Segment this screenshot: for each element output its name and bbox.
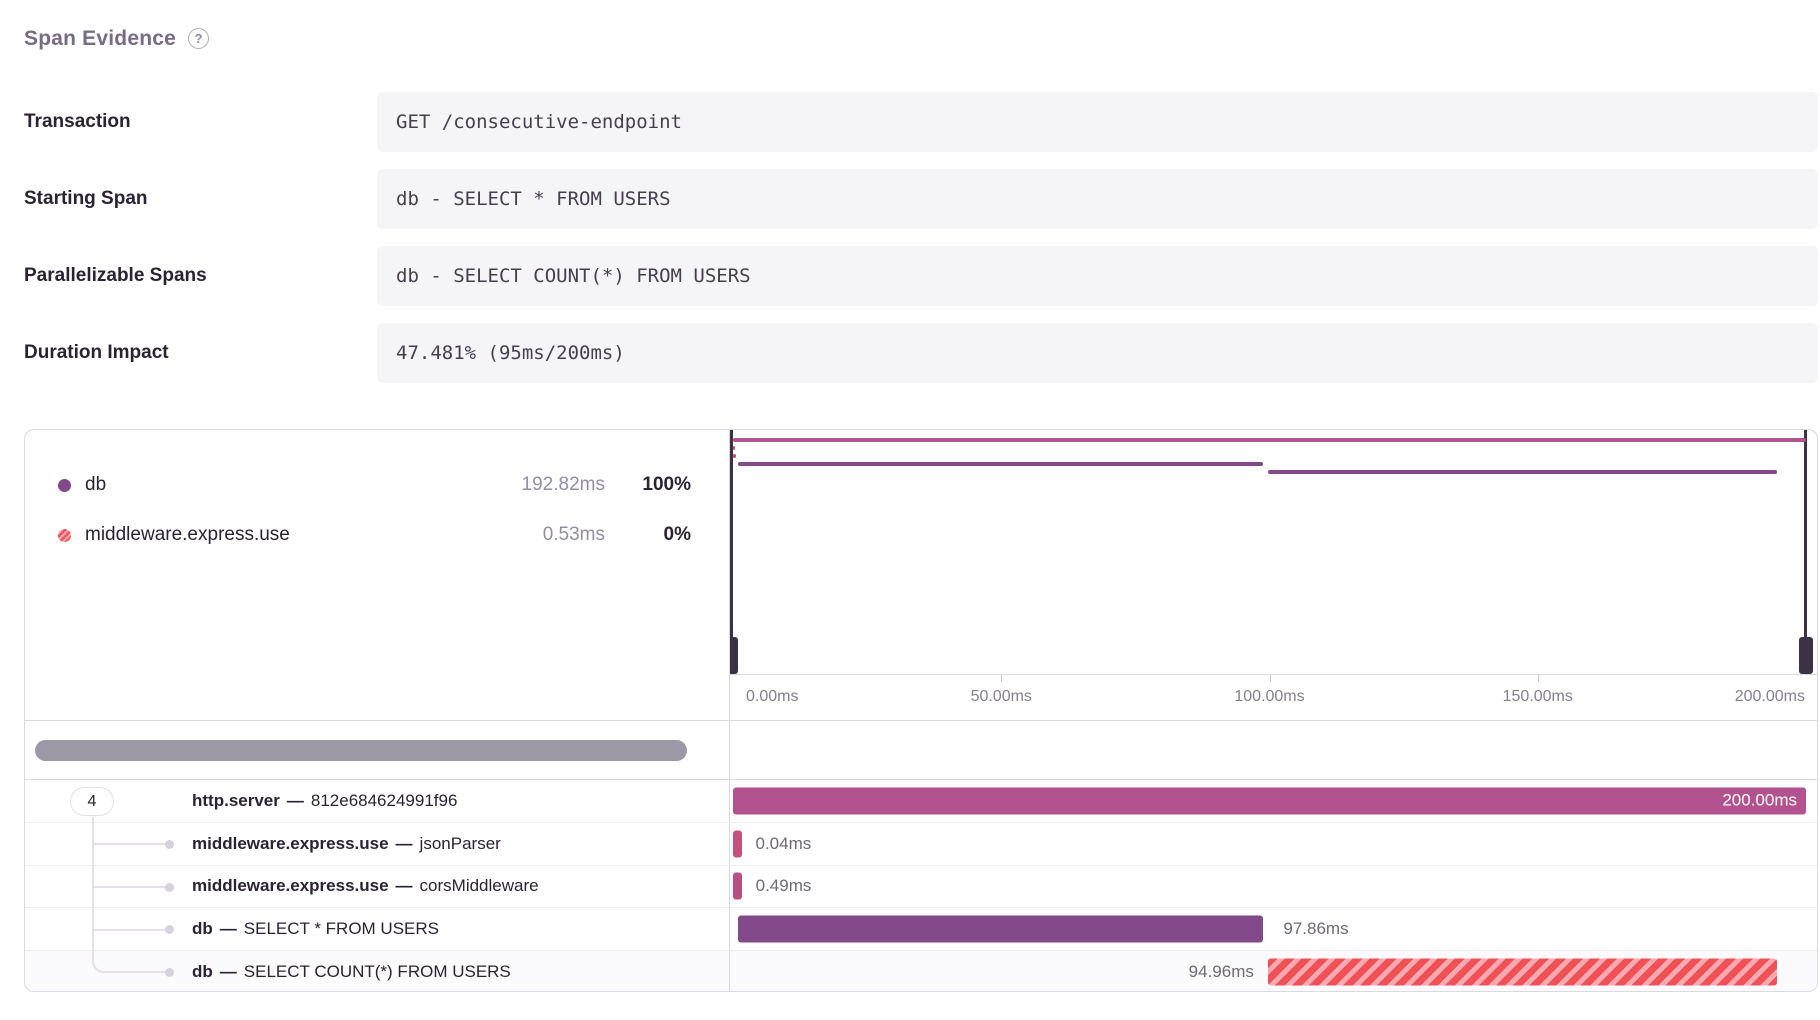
legend-duration: 192.82ms xyxy=(521,474,605,495)
span-label: middleware.express.use — jsonParser xyxy=(25,823,729,865)
span-row-corsmiddleware[interactable]: middleware.express.use — corsMiddleware 0.… xyxy=(25,864,1817,908)
axis-tick-mark xyxy=(1001,675,1003,682)
field-label: Transaction xyxy=(24,111,131,132)
span-description: corsMiddleware xyxy=(419,876,539,896)
span-evidence-page: Span Evidence ? Transaction GET /consecu… xyxy=(24,0,1818,992)
panel-top: db 192.82ms 100% middleware.express.use … xyxy=(25,430,1817,720)
field-row-transaction: Transaction GET /consecutive-endpoint xyxy=(24,92,1818,152)
minimap-span-bar xyxy=(733,454,736,458)
span-bar-cell: 94.96ms xyxy=(729,951,1817,991)
span-duration-bar-striped[interactable] xyxy=(1267,958,1778,986)
span-description: SELECT COUNT(*) FROM USERS xyxy=(243,962,511,982)
span-duration-bar[interactable] xyxy=(738,915,1264,943)
axis-tick-mark xyxy=(1269,675,1271,682)
minimap-span-bar xyxy=(1267,470,1778,474)
axis-tick-label: 150.00ms xyxy=(1502,688,1573,705)
minimap-left-handle-line xyxy=(730,430,733,674)
field-row-parallelizable-spans: Parallelizable Spans db - SELECT COUNT(*… xyxy=(24,246,1818,306)
scrollbar-track xyxy=(25,721,729,779)
legend-percent: 100% xyxy=(642,474,691,495)
minimap-left-drag-handle[interactable] xyxy=(730,637,738,674)
chart-top: 0.00ms 50.00ms 100.00ms 150.00ms 200.00ms xyxy=(729,430,1817,720)
span-duration-label: 94.96ms xyxy=(1188,962,1254,982)
span-duration-bar[interactable] xyxy=(733,830,742,858)
axis-tick-label: 100.00ms xyxy=(1234,688,1305,705)
field-row-duration-impact: Duration Impact 47.481% (95ms/200ms) xyxy=(24,323,1818,383)
span-label: http.server — 812e684624991f96 xyxy=(25,780,729,822)
help-question-icon[interactable]: ? xyxy=(188,28,209,49)
span-duration-label: 0.04ms xyxy=(755,833,812,853)
legend-percent: 0% xyxy=(663,524,691,545)
page-title: Span Evidence xyxy=(24,26,176,50)
legend-row-middleware: middleware.express.use 0.53ms 0% xyxy=(25,510,729,560)
field-row-starting-span: Starting Span db - SELECT * FROM USERS xyxy=(24,169,1818,229)
span-row-db-count[interactable]: db — SELECT COUNT(*) FROM USERS 94.96ms xyxy=(25,950,1817,991)
span-duration-bar[interactable]: 200.00ms xyxy=(733,787,1806,815)
axis-tick-label: 0.00ms xyxy=(746,688,799,705)
ops-legend: db 192.82ms 100% middleware.express.use … xyxy=(25,430,729,720)
legend-row-db: db 192.82ms 100% xyxy=(25,460,729,510)
axis-tick-label: 200.00ms xyxy=(1734,688,1805,705)
span-op: http.server xyxy=(192,790,280,810)
field-label: Parallelizable Spans xyxy=(24,265,207,286)
scrollbar-row-spacer xyxy=(729,721,1817,779)
span-duration-label: 200.00ms xyxy=(1722,790,1797,810)
span-duration-bar[interactable] xyxy=(733,872,742,900)
header: Span Evidence ? xyxy=(24,22,1818,55)
minimap-right-handle-line xyxy=(1804,430,1807,674)
legend-op-name: db xyxy=(85,474,107,495)
minimap-span-bar xyxy=(733,446,735,450)
span-duration-label: 0.49ms xyxy=(755,876,812,896)
minimap-span-bar xyxy=(733,438,1806,442)
span-rows: 4 http.server —812e684624991f96 200.00ms … xyxy=(25,779,1817,991)
starting-span-value: db - SELECT * FROM USERS xyxy=(377,169,1818,229)
span-op: middleware.express.use xyxy=(192,833,389,853)
span-description: SELECT * FROM USERS xyxy=(243,919,440,939)
middleware-color-dot-icon xyxy=(58,528,71,542)
minimap-span-bar xyxy=(738,462,1264,466)
span-row-jsonparser[interactable]: middleware.express.use — jsonParser 0.04ms xyxy=(25,821,1817,865)
separator: — xyxy=(219,962,237,982)
span-tree-panel: db 192.82ms 100% middleware.express.use … xyxy=(24,429,1818,992)
field-label: Starting Span xyxy=(24,188,148,209)
transaction-value: GET /consecutive-endpoint xyxy=(377,92,1818,152)
trace-minimap[interactable] xyxy=(730,430,1817,674)
span-bar-cell: 0.49ms xyxy=(729,865,1817,908)
scrollbar-row xyxy=(25,720,1817,779)
span-label: db — SELECT * FROM USERS xyxy=(25,908,729,950)
separator: — xyxy=(395,833,413,853)
span-op: middleware.express.use xyxy=(192,876,389,896)
span-op: db xyxy=(192,962,213,982)
span-description: 812e684624991f96 xyxy=(310,790,458,810)
span-bar-cell: 97.86ms xyxy=(729,908,1817,951)
span-label: db — SELECT COUNT(*) FROM USERS xyxy=(25,951,729,991)
db-color-dot-icon xyxy=(58,478,71,492)
separator: — xyxy=(286,790,304,810)
separator: — xyxy=(219,919,237,939)
span-duration-label: 97.86ms xyxy=(1283,919,1349,939)
span-label: middleware.express.use — corsMiddleware xyxy=(25,866,729,908)
duration-impact-value: 47.481% (95ms/200ms) xyxy=(377,323,1818,383)
span-bar-cell: 200.00ms xyxy=(729,780,1817,822)
span-op: db xyxy=(192,919,213,939)
field-label: Duration Impact xyxy=(24,342,169,363)
span-bar-cell: 0.04ms xyxy=(729,822,1817,865)
legend-duration: 0.53ms xyxy=(542,524,605,545)
minimap-right-drag-handle[interactable] xyxy=(1799,637,1813,674)
span-description: jsonParser xyxy=(419,833,501,853)
axis-tick-mark xyxy=(1537,675,1539,682)
horizontal-scrollbar-thumb[interactable] xyxy=(35,739,687,761)
axis-tick-label: 50.00ms xyxy=(970,688,1032,705)
span-row-db-select[interactable]: db — SELECT * FROM USERS 97.86ms xyxy=(25,907,1817,951)
separator: — xyxy=(395,876,413,896)
time-axis: 0.00ms 50.00ms 100.00ms 150.00ms 200.00ms xyxy=(730,674,1817,720)
span-row-http-server[interactable]: http.server — 812e684624991f96 200.00ms xyxy=(25,780,1817,822)
legend-op-name: middleware.express.use xyxy=(85,524,290,545)
parallelizable-spans-value: db - SELECT COUNT(*) FROM USERS xyxy=(377,246,1818,306)
